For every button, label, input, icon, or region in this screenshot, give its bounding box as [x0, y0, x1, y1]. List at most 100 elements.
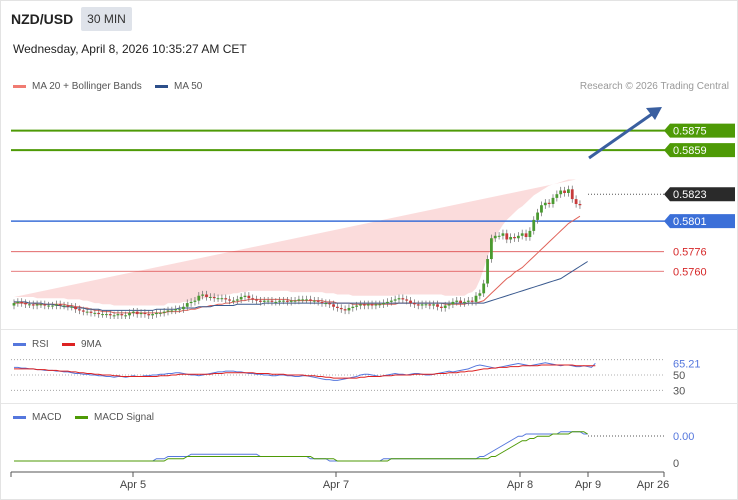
candle-body: [520, 233, 524, 236]
level-tag-resistance: [664, 143, 735, 158]
candle-body: [362, 304, 366, 306]
candle-body: [524, 233, 528, 238]
candle-body: [482, 283, 486, 294]
candle-body: [339, 307, 343, 310]
candle-body: [20, 301, 24, 304]
candle-body: [12, 303, 16, 306]
candle-body: [505, 233, 509, 240]
legend-macd: MACD: [13, 412, 61, 423]
rsi-level-label: 30: [673, 385, 685, 397]
candle-body: [543, 202, 547, 206]
macd-signal-line: [14, 431, 588, 462]
ma20-swatch: [13, 84, 26, 88]
macd-zero-label: 0: [673, 458, 679, 470]
candle-body: [135, 311, 139, 315]
candle-body: [235, 299, 239, 301]
candle-body: [351, 306, 355, 308]
candle-body: [97, 312, 101, 315]
candle-body: [101, 314, 104, 316]
candle-body: [555, 194, 559, 198]
ma20-line: [14, 215, 581, 314]
candle-body: [436, 304, 439, 307]
candle-body: [255, 299, 258, 301]
candle-body: [28, 304, 31, 306]
candle-body: [278, 300, 282, 302]
candle-body: [289, 300, 293, 302]
datetime-label: Wednesday, April 8, 2026 10:35:27 AM CET: [13, 42, 247, 56]
candle-body: [89, 311, 93, 313]
candle-body: [247, 295, 251, 299]
candle-body: [578, 203, 582, 206]
candle-body: [120, 314, 124, 316]
candle-body: [382, 303, 385, 305]
candle-body: [355, 305, 359, 307]
candle-body: [428, 304, 432, 306]
candle-body: [232, 300, 235, 302]
candle-body: [574, 199, 578, 204]
candle-body: [78, 309, 81, 311]
candle-body: [420, 304, 424, 306]
level-label-pivot: 0.5801: [673, 216, 707, 228]
candle-body: [416, 304, 420, 306]
candle-body: [58, 304, 62, 306]
candle-body: [359, 304, 362, 306]
candle-body: [251, 298, 255, 300]
candle-body: [139, 312, 143, 315]
x-tick-label: Apr 26: [637, 479, 669, 491]
candle-body: [182, 306, 185, 310]
candle-body: [309, 299, 312, 301]
candle-body: [455, 300, 459, 302]
candle-body: [393, 299, 397, 301]
forecast-arrowhead: [646, 107, 662, 120]
candle-body: [243, 295, 247, 297]
candle-body: [570, 189, 574, 200]
ma50-swatch: [155, 84, 168, 88]
level-label-resistance: 0.5859: [673, 145, 707, 157]
candle-body: [62, 305, 66, 307]
candle-body: [212, 296, 216, 299]
legend-macd-signal-label: MACD Signal: [94, 412, 155, 423]
candle-body: [16, 301, 20, 304]
candle-body: [432, 304, 436, 306]
legend-macd-signal: MACD Signal: [75, 412, 154, 423]
candle-body: [158, 312, 162, 314]
bollinger-band: [14, 179, 577, 306]
candle-body: [559, 190, 563, 195]
candle-body: [463, 301, 466, 304]
candle-body: [516, 235, 520, 239]
candle-body: [386, 301, 389, 304]
rsi-line: [14, 362, 596, 381]
ma50-line: [14, 261, 588, 311]
candle-body: [31, 304, 35, 306]
level-tag-pivot: [664, 214, 735, 229]
candle-body: [108, 314, 112, 316]
candle-body: [343, 309, 347, 311]
candle-body: [189, 301, 193, 304]
rsi-ma-line: [14, 364, 596, 379]
candle-body: [374, 304, 378, 306]
candle-body: [424, 304, 428, 306]
candle-body: [297, 299, 301, 301]
candle-body: [262, 300, 266, 302]
legend-rsi: RSI: [13, 339, 49, 350]
candle-body: [131, 311, 135, 313]
credit-label: Research © 2026 Trading Central: [579, 81, 729, 92]
candle-body: [409, 300, 412, 304]
candle-body: [478, 293, 482, 296]
timeframe-button[interactable]: 30 MIN: [81, 7, 132, 31]
candle-body: [47, 305, 51, 307]
candle-body: [143, 312, 147, 315]
candle-body: [201, 294, 205, 296]
candle-body: [497, 235, 501, 237]
candle-body: [70, 306, 74, 308]
candle-body: [205, 294, 208, 297]
candle-body: [259, 300, 262, 302]
candle-body: [166, 310, 170, 312]
candle-body: [320, 301, 324, 304]
candle-body: [370, 304, 374, 306]
support-label: 0.5760: [673, 266, 707, 278]
level-tag-last: [664, 187, 735, 202]
candle-body: [513, 237, 516, 239]
candle-body: [443, 305, 447, 308]
candle-body: [170, 310, 174, 312]
